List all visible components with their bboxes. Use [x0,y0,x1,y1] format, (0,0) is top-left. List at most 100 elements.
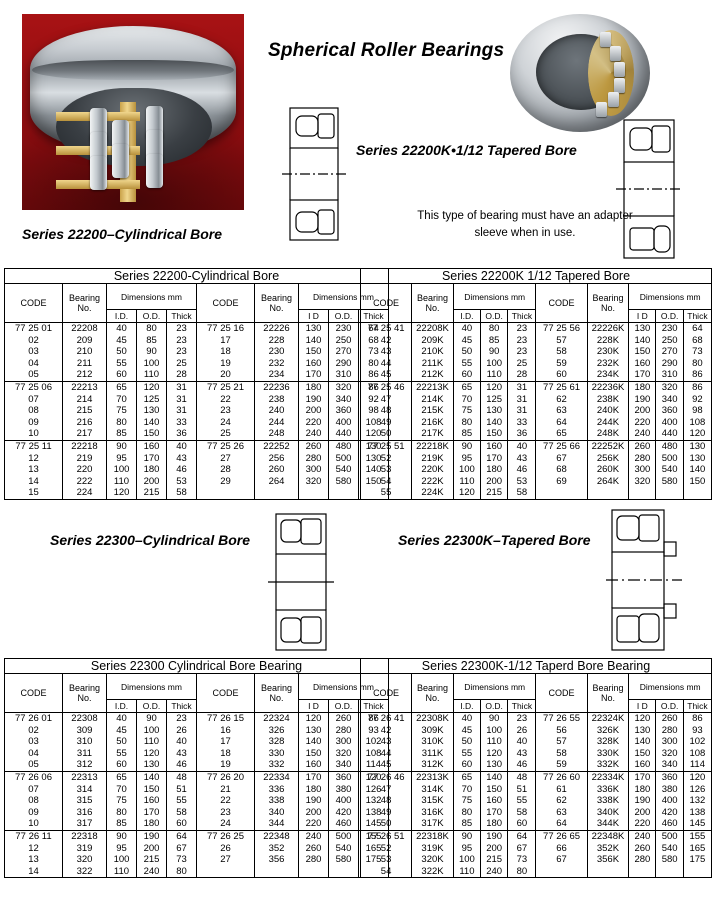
cell-bearing-no-2: 338 [254,795,299,807]
cell-id-2: 280 [298,854,329,866]
cell-od: 150 [136,783,167,796]
cell-id-2: 160 [298,357,329,370]
cell-bearing-no-2: 230 [254,346,299,358]
table-row: 08 215 75 130 31 23 240 200 360 98 [4,405,389,417]
cell-bearing-no-2 [254,865,299,879]
cell-od-2: 300 [655,736,684,748]
cell-code-2: 77 26 60 [535,770,588,784]
top-illustration-band: Spherical Roller Bearings Series 22200–C… [0,0,712,265]
cell-od: 90 [479,712,509,725]
cell-bearing-no-2: 22252K [586,439,630,453]
header-code-2: CODE [196,673,255,713]
cell-id-2: 260 [298,439,329,453]
cell-thick-2: 132 [682,795,712,807]
cell-bearing-no: 22213K [411,380,454,394]
cell-id-2: 160 [628,759,657,772]
cell-bearing-no-2: 256K [586,452,630,465]
cell-bearing-no-2: 240 [254,405,299,417]
caption-22300-cylindrical: Series 22300–Cylindrical Bore [50,532,251,548]
cell-bearing-no: 211 [62,357,107,370]
header-bearing-no: Bearing No. [62,283,107,323]
cell-bearing-no: 322K [411,865,454,879]
cell-bearing-no-2: 352K [586,842,630,855]
cell-code-2: 63 [535,806,588,819]
cell-od: 180 [136,464,167,476]
cell-od-2 [655,865,684,879]
bearing-photo-tapered [492,8,668,138]
cell-od-2: 270 [328,346,359,358]
cell-id-2: 130 [298,322,329,335]
cell-code-2: 29 [196,475,255,488]
cell-code: 77 25 46 [359,380,413,394]
header-thick: Thick [507,699,537,713]
table-row: 47 214K 70 125 31 62 238K 190 340 92 [359,393,712,406]
cell-thick: 31 [166,380,197,394]
table-subheader-row: I.D. O.D. Thick I D O.D. Thick [361,309,712,323]
cell-thick: 26 [166,724,197,737]
table-row: 47 314K 70 150 51 61 336K 180 380 126 [359,783,712,796]
cell-id: 90 [452,829,481,843]
cell-od: 200 [136,842,167,855]
cell-od-2: 460 [328,818,359,831]
cell-thick: 53 [507,475,537,488]
cell-thick-2: 120 [682,770,712,784]
cell-od-2: 250 [328,334,359,347]
table-22200: Series 22200-Cylindrical Bore CODE Bearing… [4,268,389,500]
cell-code: 55 [359,487,413,500]
cell-bearing-no: 314K [411,783,454,796]
table-22300k-wrap: Series 22300K-1/12 Taperd Bore Bearing CO… [359,658,712,879]
cell-code-2: 62 [535,393,588,406]
cell-id-2: 190 [628,795,657,807]
header-code-2: CODE [196,283,255,323]
cell-od-2: 340 [328,759,359,772]
cell-code-2: 63 [535,405,588,417]
cell-thick-2: 98 [682,405,712,417]
table-row: 44 311K 55 120 43 58 330K 150 320 108 [359,747,712,760]
cell-od: 190 [479,829,509,843]
cross-section-22300-cylindrical-icon [268,513,334,651]
cell-od-2 [328,487,359,500]
cell-code: 42 [359,334,413,347]
cell-thick: 73 [166,854,197,866]
cell-od-2: 540 [655,464,684,476]
cell-od-2: 400 [655,416,684,429]
cell-thick: 33 [507,416,537,429]
header-dimensions: Dimensions mm [106,673,197,700]
cell-id: 100 [452,854,481,866]
cell-code: 54 [359,865,413,879]
header-od-2: O.D. [655,309,684,323]
cell-thick: 31 [507,380,537,394]
cell-od: 120 [479,380,509,394]
table-subheader-row: I.D. O.D. Thick I D O.D. Thick [361,699,712,713]
cell-code-2: 27 [196,452,255,465]
cell-code-2: 61 [535,783,588,796]
cell-od-2: 320 [328,747,359,760]
adapter-sleeve-note: This type of bearing must have an adapte… [417,210,633,239]
cell-id: 40 [106,322,137,335]
cell-bearing-no: 210K [411,346,454,358]
cell-bearing-no: 209 [62,334,107,347]
cell-id-2: 280 [298,452,329,465]
cell-bearing-no: 209K [411,334,454,347]
table-row: 53 220K 100 180 46 68 260K 300 540 140 [359,464,712,476]
cell-thick: 31 [166,393,197,406]
cell-code: 52 [359,452,413,465]
cell-id-2 [298,865,329,879]
table-row: 49 316K 80 170 58 63 340K 200 420 138 [359,806,712,819]
cell-code: 09 [4,806,63,819]
cell-bearing-no: 312K [411,759,454,772]
cell-bearing-no: 322 [62,865,107,879]
cell-od: 130 [136,759,167,772]
cell-id: 85 [106,818,137,831]
cell-thick: 67 [507,842,537,855]
cell-thick: 51 [166,783,197,796]
cell-id-2: 190 [628,393,657,406]
cell-id-2: 180 [628,783,657,796]
cell-code-2: 18 [196,747,255,760]
cell-thick-2: 86 [682,369,712,382]
cell-bearing-no: 22208K [411,322,454,335]
table-22200-wrap: Series 22200-Cylindrical Bore CODE Bearing… [4,268,389,500]
cell-thick-2: 120 [682,428,712,441]
cell-id: 80 [452,806,481,819]
cell-code-2: 24 [196,818,255,831]
